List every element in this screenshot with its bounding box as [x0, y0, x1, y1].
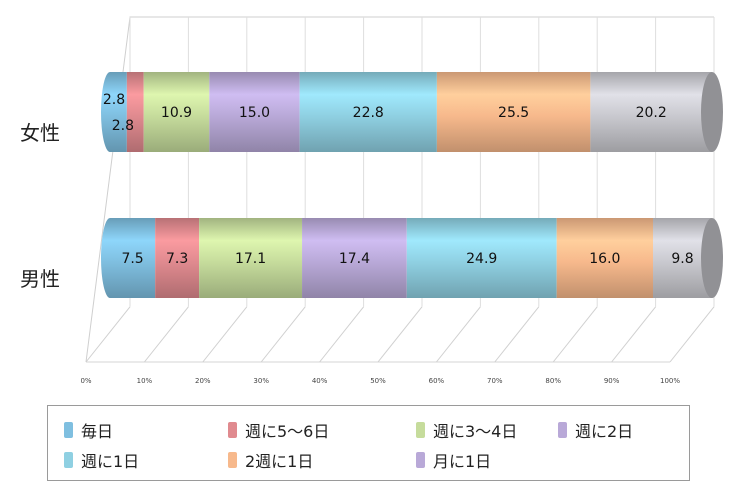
bar-segment [302, 218, 407, 298]
x-tick-label: 80% [545, 377, 561, 385]
data-label: 7.3 [166, 251, 188, 267]
legend-item: 週に2日 [558, 418, 633, 442]
legend-swatch [558, 422, 567, 438]
bar-segment [299, 72, 437, 152]
chart-wall [85, 16, 714, 363]
data-label: 15.0 [239, 105, 270, 121]
legend-label: 週に1日 [81, 452, 140, 471]
bar-end-cap [701, 72, 723, 152]
grid-floor-line [377, 306, 423, 363]
legend-item: 毎日 [64, 418, 113, 442]
category-label: 男性 [20, 267, 60, 291]
grid-floor-line [202, 306, 248, 363]
grid-floor-line [494, 306, 540, 363]
grid-floor-line [669, 306, 715, 363]
x-tick-label: 10% [137, 377, 153, 385]
bar-start-cap [101, 218, 119, 298]
x-tick-label: 20% [195, 377, 211, 385]
data-label: 9.8 [671, 251, 693, 267]
legend-swatch [64, 452, 73, 468]
data-label: 10.9 [161, 105, 192, 121]
data-label: 7.5 [121, 251, 143, 267]
data-label: 20.2 [636, 105, 667, 121]
legend-swatch [416, 452, 425, 468]
grid-floor-line [85, 306, 131, 363]
data-label: 16.0 [589, 251, 620, 267]
legend-swatch [64, 422, 73, 438]
category-label: 女性 [20, 121, 60, 145]
bar-end-cap [701, 218, 723, 298]
grid-floor-line [611, 306, 656, 363]
data-label: 24.9 [466, 251, 497, 267]
data-label: 25.5 [498, 105, 529, 121]
bar-start-cap [101, 72, 119, 152]
data-label: 17.4 [339, 251, 370, 267]
legend-item: 2週に1日 [228, 448, 313, 472]
x-tick-label: 40% [312, 377, 328, 385]
bar-segment [155, 218, 200, 298]
legend-item: 週に1日 [64, 448, 139, 472]
legend-label: 月に1日 [433, 452, 492, 471]
legend-label: 週に3〜4日 [433, 422, 518, 441]
data-label: 2.8 [112, 118, 134, 134]
legend-item: 週に5〜6日 [228, 418, 329, 442]
legend-item: 週に3〜4日 [416, 418, 517, 442]
x-tick-label: 60% [429, 377, 445, 385]
legend-label: 週に2日 [575, 422, 634, 441]
data-label: 22.8 [353, 105, 384, 121]
bar-segment [126, 72, 144, 152]
bar-segment [199, 218, 303, 298]
grid-floor-line [144, 306, 189, 363]
legend: 毎日 週に5〜6日 週に3〜4日 週に2日週に1日 2週に1日 月に1日 [47, 405, 690, 481]
x-tick-label: 30% [253, 377, 269, 385]
data-label: 17.1 [235, 251, 266, 267]
x-tick-label: 100% [660, 377, 680, 385]
grid-floor-line [319, 306, 364, 363]
bar-segment [209, 72, 300, 152]
legend-swatch [416, 422, 425, 438]
legend-swatch [228, 452, 237, 468]
grid-floor-line [552, 306, 598, 363]
x-tick-label: 0% [80, 377, 91, 385]
legend-label: 毎日 [81, 422, 114, 441]
legend-label: 2週に1日 [245, 452, 314, 471]
grid-floor-line [436, 306, 481, 363]
bar-segment [436, 72, 591, 152]
x-tick-label: 70% [487, 377, 503, 385]
legend-label: 週に5〜6日 [245, 422, 330, 441]
bar-segment [590, 72, 712, 152]
grid-floor-line [260, 306, 306, 363]
bar-segment [556, 218, 654, 298]
legend-item: 月に1日 [416, 448, 491, 472]
bar-segment [406, 218, 557, 298]
data-label: 2.8 [103, 92, 125, 108]
bar-segment [143, 72, 210, 152]
x-tick-label: 50% [370, 377, 386, 385]
legend-swatch [228, 422, 237, 438]
x-tick-label: 90% [604, 377, 620, 385]
